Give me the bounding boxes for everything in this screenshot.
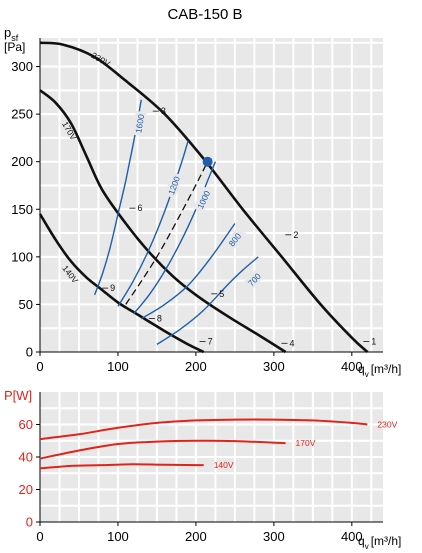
power-x-tick-label: 400 bbox=[341, 529, 363, 544]
power-y-tick-label: 60 bbox=[19, 417, 33, 432]
pressure-y-tick-label: 100 bbox=[11, 249, 33, 264]
x-axis-label: qv [m³/h] bbox=[358, 362, 401, 379]
power-x-axis-main: q bbox=[358, 534, 365, 548]
pressure-y-tick-label: 300 bbox=[11, 59, 33, 74]
power-curve-label: 140V bbox=[214, 460, 234, 470]
power-x-axis-unit: [m³/h] bbox=[371, 534, 402, 548]
power-curve-230V bbox=[39, 418, 368, 441]
power-curve-170V bbox=[39, 439, 286, 460]
system-curve-label-bg bbox=[164, 172, 183, 199]
pressure-y-tick-label: 50 bbox=[19, 297, 33, 312]
power-chart: 0 100 200 300 400 0 20 40 60 230V 170V 140V P[W] q… bbox=[4, 388, 401, 551]
power-curves: 230V 170V 140V bbox=[39, 418, 398, 470]
system-curve-1600 bbox=[93, 99, 142, 296]
system-curve-800 bbox=[140, 223, 236, 320]
power-curve-140V bbox=[39, 463, 204, 470]
system-curve-label-bg bbox=[131, 110, 147, 137]
pressure-x-tick-label: 0 bbox=[36, 359, 43, 374]
system-curve-label-bg bbox=[241, 266, 267, 292]
point-label: 4 bbox=[289, 338, 294, 348]
point-label: 7 bbox=[208, 336, 213, 346]
pressure-tick-labels: 0 100 200 300 400 0 50 100 150 200 250 300 bbox=[11, 59, 362, 374]
system-curve-1200 bbox=[117, 140, 189, 307]
power-x-axis-sub: v bbox=[365, 542, 369, 551]
y-axis-main: p bbox=[4, 25, 11, 40]
pressure-y-tick-label: 150 bbox=[11, 202, 33, 217]
pressure-x-tick-label: 300 bbox=[263, 359, 285, 374]
power-y-tick-label: 0 bbox=[26, 515, 33, 530]
power-x-tick-label: 100 bbox=[107, 529, 129, 544]
y-axis-unit: [Pa] bbox=[4, 40, 25, 54]
x-axis-main: q bbox=[358, 362, 365, 376]
pressure-y-tick-label: 0 bbox=[26, 345, 33, 360]
point-label: 3 bbox=[161, 106, 166, 116]
y-axis-label: psf bbox=[4, 25, 19, 43]
power-x-tick-label: 0 bbox=[36, 529, 43, 544]
point-label: 1 bbox=[371, 336, 376, 346]
point-label: 5 bbox=[219, 289, 224, 299]
pressure-gridlines bbox=[39, 38, 383, 353]
point-label: 6 bbox=[137, 203, 142, 213]
power-tick-labels: 0 100 200 300 400 0 20 40 60 bbox=[19, 417, 363, 544]
pressure-x-tick-label: 400 bbox=[341, 359, 363, 374]
operating-point-marker bbox=[202, 156, 213, 167]
power-curve-label: 230V bbox=[377, 420, 397, 430]
y-axis-sub: sf bbox=[11, 33, 19, 43]
system-curve-label-bg bbox=[193, 186, 214, 213]
system-curve-700 bbox=[156, 256, 259, 345]
x-axis-sub: v bbox=[365, 370, 369, 379]
power-y-tick-label: 20 bbox=[19, 482, 33, 497]
system-curve-1000 bbox=[132, 161, 217, 315]
pressure-y-tick-label: 200 bbox=[11, 154, 33, 169]
power-x-tick-label: 300 bbox=[263, 529, 285, 544]
dashed-curve bbox=[125, 161, 209, 305]
point-label: 2 bbox=[293, 230, 298, 240]
pressure-x-tick-label: 200 bbox=[185, 359, 207, 374]
point-label: 8 bbox=[157, 314, 162, 324]
point-labels: 1 2 3 4 5 6 7 8 9 bbox=[102, 106, 376, 348]
fan-curve-170V bbox=[39, 89, 287, 354]
power-x-axis-label: qv [m³/h] bbox=[358, 534, 401, 551]
pressure-y-tick-label: 250 bbox=[11, 107, 33, 122]
system-curve-label: 1600 bbox=[133, 113, 146, 134]
chart-title: CAB-150 B bbox=[167, 6, 242, 23]
system-curve-label-bg bbox=[222, 226, 247, 253]
power-x-tick-label: 200 bbox=[185, 529, 207, 544]
power-y-tick-label: 40 bbox=[19, 450, 33, 465]
point-label: 9 bbox=[110, 283, 115, 293]
power-curve-label: 170V bbox=[296, 438, 316, 448]
power-y-axis-label: P[W] bbox=[4, 388, 32, 403]
x-axis-unit: [m³/h] bbox=[371, 362, 402, 376]
pressure-x-tick-label: 100 bbox=[107, 359, 129, 374]
